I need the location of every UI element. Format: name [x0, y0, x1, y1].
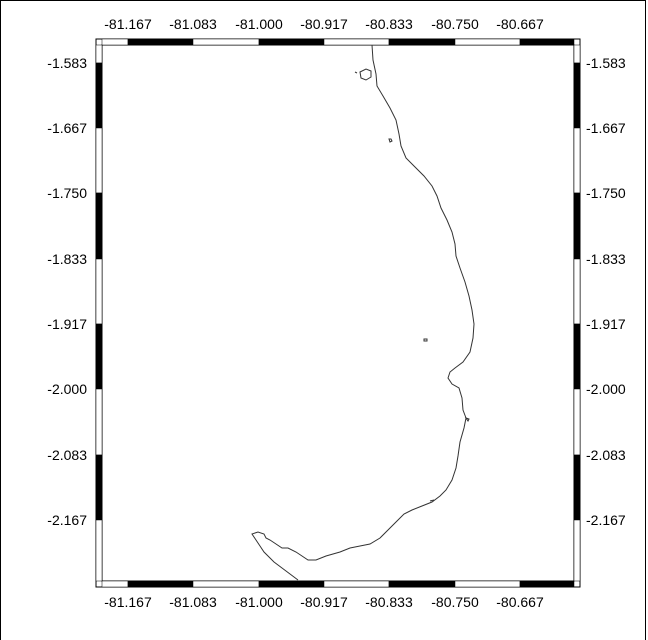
frame-segment-left [95, 192, 103, 260]
lat-label-right: -1.833 [586, 251, 626, 267]
frame-segment-top [127, 38, 194, 46]
frame-segment-bottom [519, 580, 575, 588]
lon-label-top: -80.917 [300, 16, 348, 32]
lon-label-bottom: -81.167 [104, 594, 152, 610]
map-figure: -81.167 -81.083 -81.000 -80.917 -80.833 … [47, 16, 626, 610]
islet-3 [423, 338, 428, 342]
lon-label-top: -80.667 [496, 16, 544, 32]
frame-segment-bottom [127, 580, 194, 588]
frame-segment-left [95, 258, 103, 325]
lon-label-bottom: -80.667 [496, 594, 544, 610]
island-north [359, 68, 372, 81]
frame-segment-top [388, 38, 456, 46]
lat-label-left: -1.583 [47, 55, 87, 71]
islet-4 [464, 417, 470, 422]
lat-label-left: -1.833 [47, 251, 87, 267]
lat-labels-left: -1.583 -1.667 -1.750 -1.833 -1.917 -2.00… [47, 55, 87, 528]
lat-label-right: -2.083 [586, 447, 626, 463]
lat-label-right: -1.667 [586, 120, 626, 136]
lat-label-right: -2.000 [586, 381, 626, 397]
lon-label-bottom: -80.917 [300, 594, 348, 610]
lat-label-right: -1.917 [586, 316, 626, 332]
map-frame-outer [95, 38, 581, 588]
frame-segment-right [573, 192, 581, 260]
islet-1 [354, 71, 358, 74]
lat-label-left: -2.083 [47, 447, 87, 463]
lon-label-top: -81.000 [235, 16, 283, 32]
lat-label-left: -2.000 [47, 381, 87, 397]
lon-label-bottom: -80.750 [431, 594, 479, 610]
frame-segment-left [95, 127, 103, 194]
islet-2 [388, 138, 393, 143]
islet-5 [429, 499, 435, 502]
frame-segment-bottom [192, 580, 260, 588]
frame-segment-left [95, 44, 103, 64]
frame-segment-top [323, 38, 390, 46]
frame-checkerboard [95, 38, 581, 588]
frame-segment-right [573, 44, 581, 64]
frame-segment-left [95, 454, 103, 521]
coastline-main [251, 44, 475, 581]
frame-segment-left [95, 519, 103, 582]
lon-labels-bottom: -81.167 -81.083 -81.000 -80.917 -80.833 … [104, 594, 544, 610]
lat-label-left: -1.750 [47, 185, 87, 201]
frame-segment-right [573, 519, 581, 582]
lon-labels-top: -81.167 -81.083 -81.000 -80.917 -80.833 … [104, 16, 544, 32]
lat-label-left: -1.917 [47, 316, 87, 332]
lat-label-left: -2.167 [47, 512, 87, 528]
coastline [251, 44, 475, 581]
frame-segment-bottom [101, 580, 129, 588]
frame-segment-right [573, 388, 581, 456]
frame-segment-bottom [323, 580, 390, 588]
lat-label-left: -1.667 [47, 120, 87, 136]
frame-segment-bottom [388, 580, 456, 588]
lat-label-right: -2.167 [586, 512, 626, 528]
frame-segment-bottom [454, 580, 521, 588]
frame-segment-top [192, 38, 260, 46]
frame-segment-right [573, 62, 581, 129]
lat-labels-right: -1.583 -1.667 -1.750 -1.833 -1.917 -2.00… [586, 55, 626, 528]
lat-label-right: -1.750 [586, 185, 626, 201]
lon-label-bottom: -81.083 [169, 594, 217, 610]
lon-label-top: -80.833 [365, 16, 413, 32]
map-frame-inner [101, 44, 575, 582]
frame-segment-top [519, 38, 575, 46]
frame-segment-right [573, 454, 581, 521]
lat-label-right: -1.583 [586, 55, 626, 71]
lon-label-bottom: -81.000 [235, 594, 283, 610]
lon-label-top: -81.083 [169, 16, 217, 32]
frame-segment-bottom [258, 580, 325, 588]
lon-label-bottom: -80.833 [365, 594, 413, 610]
frame-segment-left [95, 388, 103, 456]
frame-segment-right [573, 323, 581, 390]
frame-segment-top [258, 38, 325, 46]
frame-segment-left [95, 323, 103, 390]
lon-label-top: -81.167 [104, 16, 152, 32]
frame-segment-right [573, 127, 581, 194]
frame-segment-left [95, 62, 103, 129]
frame-segment-top [101, 38, 129, 46]
frame-segment-right [573, 258, 581, 325]
frame-segment-top [454, 38, 521, 46]
lon-label-top: -80.750 [431, 16, 479, 32]
